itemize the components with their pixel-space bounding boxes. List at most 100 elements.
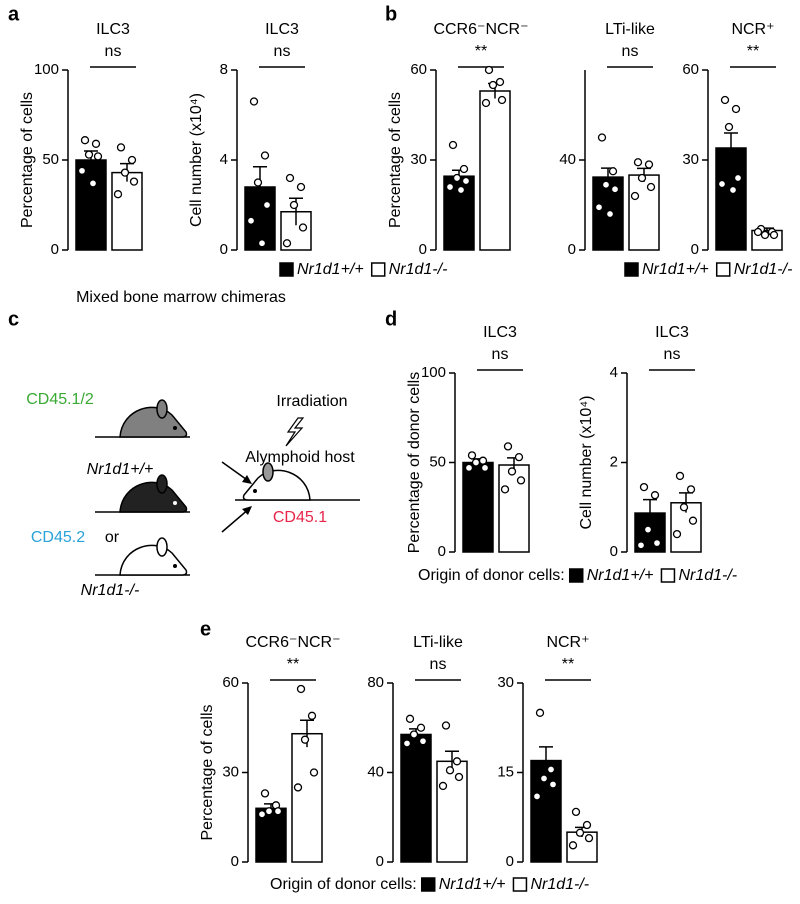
data-point bbox=[548, 780, 558, 789]
y-tick-label: 100 bbox=[34, 61, 59, 78]
y-tick-label: 30 bbox=[222, 763, 239, 780]
label: Nr1d1+/+ bbox=[87, 461, 154, 478]
data-point bbox=[93, 152, 103, 161]
data-point bbox=[127, 155, 137, 165]
data-point bbox=[546, 765, 556, 774]
y-axis-label: Percentage of cells bbox=[199, 704, 216, 840]
data-point bbox=[610, 185, 620, 194]
y-tick-label: 50 bbox=[429, 453, 446, 470]
data-point bbox=[260, 151, 270, 160]
data-point bbox=[630, 191, 640, 201]
chart-title: ILC3 bbox=[483, 324, 517, 341]
data-point bbox=[594, 203, 604, 212]
annotation: ** bbox=[287, 656, 299, 673]
data-point bbox=[441, 721, 451, 730]
panel-label: c bbox=[8, 308, 19, 330]
data-point bbox=[720, 95, 730, 105]
data-point bbox=[84, 150, 94, 159]
error-bar bbox=[724, 132, 738, 163]
chart-title: ILC3 bbox=[265, 21, 299, 38]
chart-title: NCR⁺ bbox=[731, 21, 774, 38]
y-tick-label: 80 bbox=[367, 674, 384, 691]
data-point bbox=[461, 176, 471, 186]
data-point bbox=[724, 122, 734, 132]
legend-swatch bbox=[660, 568, 676, 583]
data-point bbox=[471, 458, 481, 467]
y-tick-label: 0 bbox=[376, 853, 384, 870]
data-point bbox=[675, 471, 685, 481]
annotation: ns bbox=[430, 656, 447, 673]
data-point bbox=[646, 182, 656, 192]
y-tick-label: 30 bbox=[410, 151, 427, 168]
data-point bbox=[731, 104, 741, 114]
legend-swatch bbox=[279, 262, 294, 277]
legend-title: Origin of donor cells: bbox=[418, 567, 565, 584]
panel-label: d bbox=[385, 308, 397, 330]
data-point bbox=[571, 807, 581, 817]
data-point bbox=[728, 185, 738, 195]
legend-label: Nr1d1-/- bbox=[389, 261, 448, 278]
data-point bbox=[500, 485, 510, 494]
diagram: Mixed bone marrow chimeras CD45.1/2 Nr1d… bbox=[26, 289, 360, 599]
data-point bbox=[300, 735, 310, 744]
bar bbox=[462, 461, 494, 553]
error-bar bbox=[253, 166, 267, 208]
legend-label: Nr1d1-/- bbox=[678, 567, 737, 584]
data-point bbox=[77, 166, 87, 175]
legend-label: Nr1d1+/+ bbox=[642, 261, 709, 278]
legend-swatch bbox=[512, 877, 528, 892]
annotation: ** bbox=[747, 43, 759, 60]
data-point bbox=[113, 190, 123, 199]
y-tick-label: 0 bbox=[568, 241, 576, 258]
data-point bbox=[484, 65, 494, 75]
legend-swatch bbox=[420, 877, 436, 892]
y-tick-label: 30 bbox=[682, 151, 699, 168]
annotation: ** bbox=[475, 43, 487, 60]
y-tick-label: 0 bbox=[419, 241, 427, 258]
y-tick-label: 0 bbox=[610, 543, 618, 560]
bar bbox=[75, 159, 107, 251]
y-axis-label: Cell number (x10⁴) bbox=[578, 395, 595, 529]
data-point bbox=[88, 179, 98, 188]
data-point bbox=[601, 180, 611, 189]
data-point bbox=[514, 452, 524, 462]
annotation: ns bbox=[664, 346, 681, 363]
data-point bbox=[582, 820, 592, 830]
y-tick-label: 0 bbox=[51, 241, 59, 258]
y-tick-label: 0 bbox=[231, 853, 239, 870]
data-point bbox=[309, 768, 319, 777]
arrow-head bbox=[242, 506, 252, 515]
data-point bbox=[418, 737, 428, 746]
legend-label: Nr1d1+/+ bbox=[439, 876, 506, 893]
data-point bbox=[539, 774, 549, 783]
y-tick-label: 4 bbox=[220, 151, 228, 168]
data-point bbox=[644, 160, 654, 169]
data-point bbox=[445, 182, 455, 192]
annotation: ns bbox=[622, 43, 639, 60]
data-point bbox=[608, 167, 618, 176]
data-point bbox=[296, 684, 306, 694]
data-point bbox=[282, 239, 292, 248]
data-point bbox=[503, 442, 513, 451]
legend-swatch bbox=[568, 568, 584, 583]
data-point bbox=[636, 541, 646, 550]
diagram-title: Mixed bone marrow chimeras bbox=[76, 289, 286, 306]
data-point bbox=[478, 456, 488, 465]
data-point bbox=[293, 783, 303, 792]
legend-swatch bbox=[370, 262, 386, 277]
chart-title: LTi-like bbox=[413, 634, 463, 651]
data-point bbox=[253, 178, 263, 187]
data-point bbox=[438, 781, 448, 791]
y-tick-label: 15 bbox=[497, 763, 514, 780]
y-tick-label: 40 bbox=[559, 151, 576, 168]
y-axis-label: Percentage of cells bbox=[387, 92, 404, 228]
data-point bbox=[650, 491, 660, 500]
data-point bbox=[652, 538, 662, 548]
y-tick-label: 40 bbox=[367, 763, 384, 780]
data-point bbox=[605, 209, 615, 219]
data-point bbox=[760, 230, 770, 240]
mouse bbox=[95, 474, 190, 513]
label: CD45.1/2 bbox=[26, 391, 94, 408]
